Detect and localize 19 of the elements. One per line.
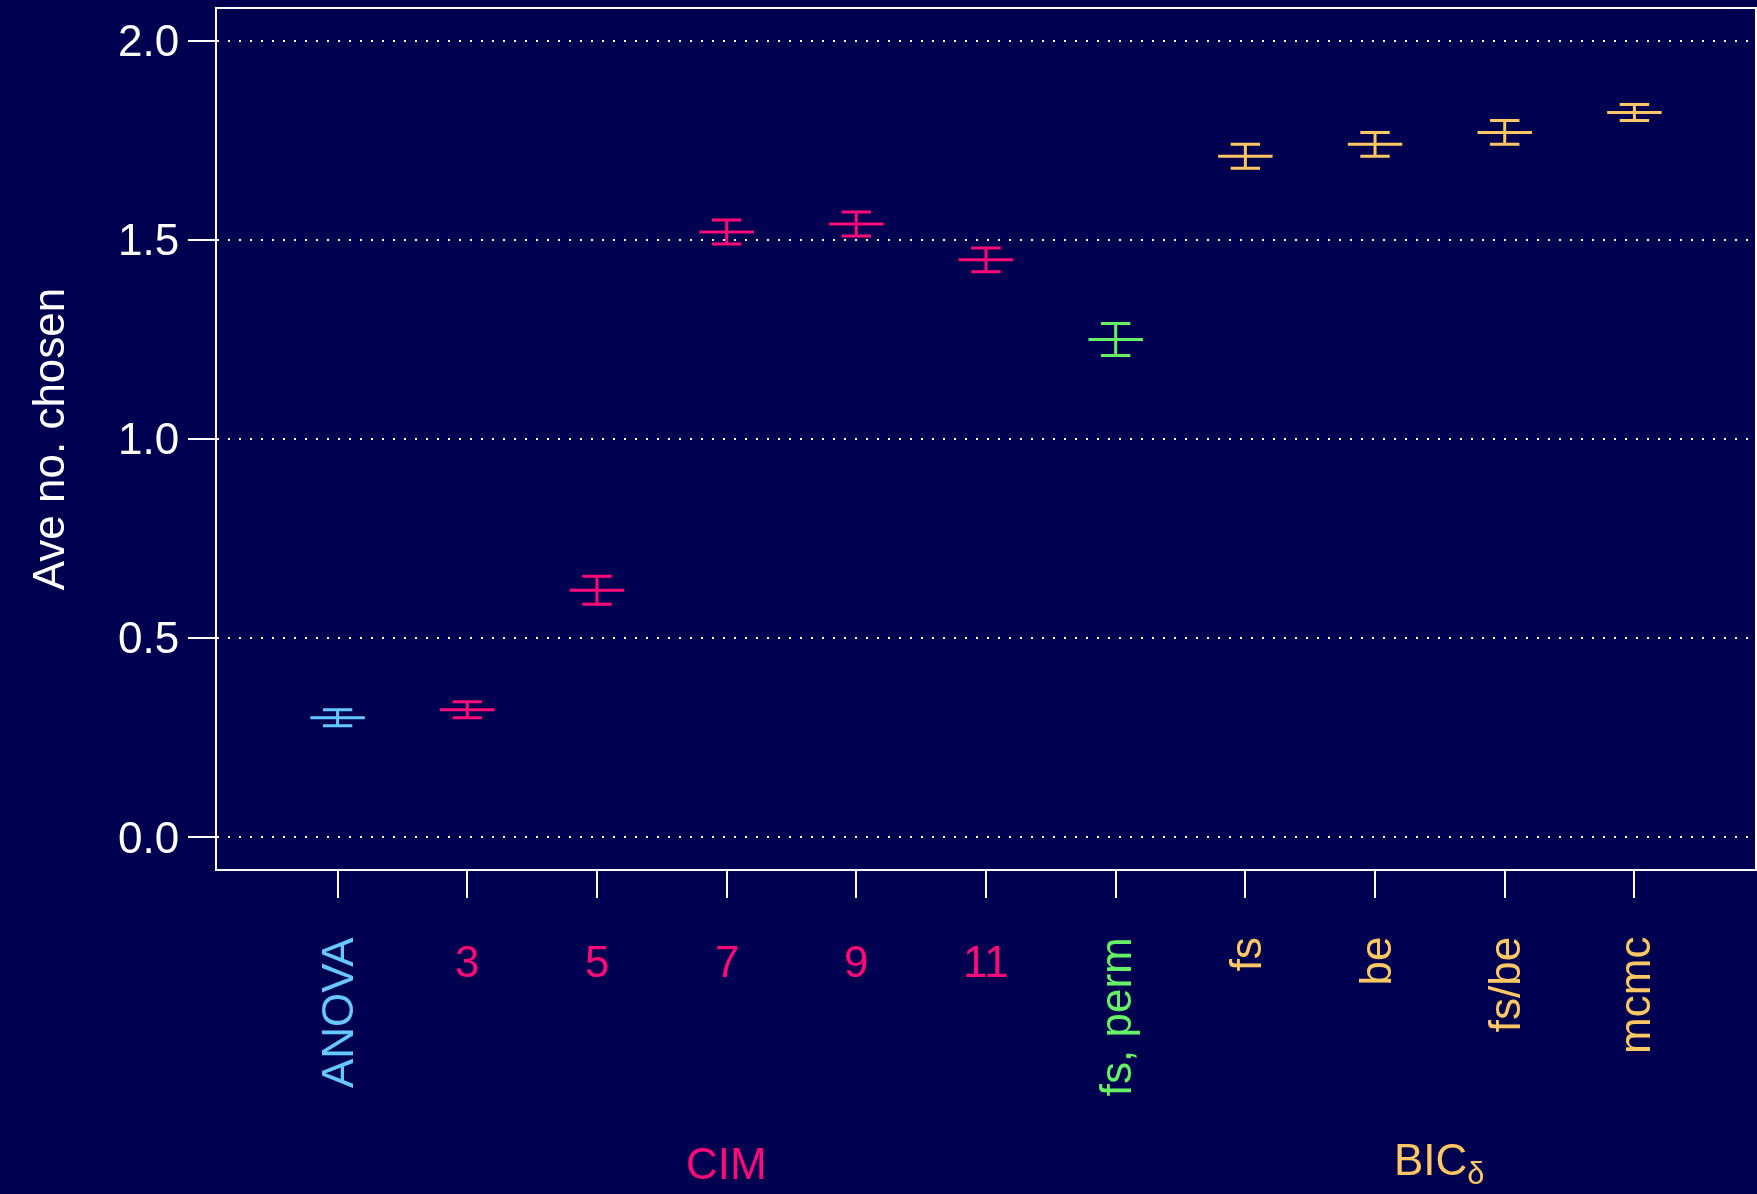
x-tick-label: fs/be (1480, 936, 1530, 1033)
y-tick-label: 2.0 (118, 16, 180, 66)
x-tick-label: mcmc (1609, 936, 1659, 1054)
x-tick-label: be (1350, 936, 1400, 986)
x-tick-label: 3 (455, 937, 480, 986)
x-tick-label: 7 (715, 937, 740, 986)
y-tick-label: 1.0 (118, 414, 180, 464)
y-axis-title: Ave no. chosen (23, 287, 73, 591)
x-tick-label: 11 (963, 937, 1009, 986)
x-tick-label: 5 (585, 937, 610, 986)
x-tick-label: ANOVA (313, 936, 363, 1089)
text: BIC$_{δ}$ (1394, 1135, 1485, 1192)
y-tick-label: 1.5 (118, 215, 180, 265)
x-tick-label: fs, perm (1091, 937, 1141, 1097)
text: CIM (686, 1139, 767, 1188)
y-tick-label: 0.5 (118, 613, 180, 663)
y-tick-label: 0.0 (118, 812, 180, 862)
x-tick-label: fs (1221, 937, 1271, 972)
x-tick-label: 9 (844, 937, 869, 986)
